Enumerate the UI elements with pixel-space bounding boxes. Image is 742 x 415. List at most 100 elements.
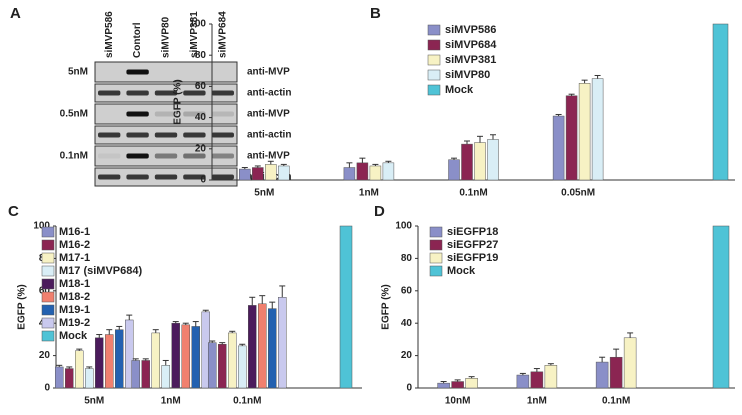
error-bar [533, 368, 540, 372]
error-bar [202, 309, 209, 312]
y-tick-label: 60 [401, 285, 413, 296]
y-tick-label: 0 [200, 175, 206, 186]
error-bar [280, 163, 287, 166]
error-bar [254, 165, 261, 168]
error-bar [239, 343, 246, 346]
error-bar [346, 162, 353, 168]
legend-swatch [41, 239, 55, 251]
error-bar [477, 135, 483, 143]
bar [623, 337, 637, 389]
bar [487, 139, 499, 181]
error-bar [142, 358, 149, 361]
panel-letter: A [10, 5, 21, 22]
y-tick-label: 60 [39, 285, 51, 296]
error-bar [192, 321, 199, 327]
bar [712, 225, 730, 389]
y-tick-label: 100 [189, 19, 206, 30]
x-tick-label: 0.1nM [459, 188, 487, 199]
legend-swatch [427, 84, 441, 96]
y-tick-label: 20 [39, 350, 51, 361]
legend-label: Mock [447, 265, 476, 277]
blot-band [183, 111, 206, 117]
error-bar [126, 314, 133, 320]
legend-swatch [429, 265, 443, 277]
x-tick-label: 1nM [161, 396, 181, 407]
y-tick-label: 100 [395, 221, 412, 232]
bar [105, 334, 114, 389]
error-bar [96, 334, 103, 338]
blot-band [154, 90, 178, 96]
bar [530, 371, 544, 389]
blot-band [126, 174, 149, 180]
bar [258, 303, 267, 389]
y-tick-label: 100 [33, 221, 50, 232]
bar [595, 361, 609, 389]
legend-label: siMVP684 [445, 39, 497, 51]
y-axis-label: EGFP (%) [173, 79, 184, 124]
error-bar [519, 372, 526, 376]
legend-swatch [429, 239, 443, 251]
lane-label: siMVP586 [104, 11, 115, 58]
error-bar [106, 329, 113, 335]
error-bar [627, 332, 634, 338]
bar [565, 95, 578, 181]
legend-swatch [41, 252, 55, 264]
lane-label: siMVP381 [189, 11, 200, 58]
blot-band [98, 174, 121, 180]
lane-label: Contorl [132, 22, 143, 58]
legend-label: siEGFP27 [447, 239, 498, 251]
error-bar [267, 160, 274, 165]
legend-label: M17-1 [59, 252, 90, 264]
error-bar [269, 301, 276, 309]
legend-swatch [427, 24, 441, 36]
error-bar [568, 93, 575, 96]
antibody-label: anti-MVP [247, 67, 290, 78]
bar [115, 329, 124, 389]
y-axis-label: EGFP (%) [17, 284, 28, 329]
blot-band [154, 174, 178, 180]
bar [161, 365, 170, 389]
bar [151, 332, 160, 389]
error-bar [219, 342, 226, 345]
bar [712, 23, 729, 181]
error-bar [259, 295, 266, 304]
legend-label: M19-1 [59, 304, 90, 316]
blot-band [98, 90, 121, 96]
blot-strip [94, 103, 238, 125]
bar [343, 167, 356, 181]
error-bar [152, 329, 159, 333]
bar [238, 345, 247, 389]
blot-band [98, 132, 121, 138]
legend-label: siEGFP19 [447, 252, 498, 264]
legend-swatch [429, 252, 443, 264]
error-bar [229, 330, 236, 333]
antibody-label: anti-MVP [247, 151, 290, 162]
error-bar [209, 340, 216, 343]
blot-band [211, 111, 234, 117]
bar [609, 356, 623, 389]
blot-band [211, 90, 234, 96]
y-tick-label: 20 [195, 143, 207, 154]
bar [85, 368, 94, 389]
legend-label: Mock [445, 84, 474, 96]
error-bar [66, 366, 73, 369]
row-label: 5nM [68, 67, 88, 78]
legend-swatch [41, 304, 55, 316]
lane-label: siMVP80 [161, 16, 172, 58]
legend-swatch [429, 226, 443, 238]
bar [171, 322, 180, 389]
bar [75, 350, 84, 389]
bar [451, 381, 464, 389]
y-tick-label: 80 [195, 50, 207, 61]
bar [552, 115, 565, 181]
legend-swatch [41, 330, 55, 342]
legend-label: M17 (siMVP684) [59, 265, 142, 277]
bar [544, 365, 558, 389]
blot-band [126, 132, 149, 138]
antibody-label: anti-actin [247, 130, 291, 141]
error-bar [116, 325, 123, 330]
y-tick-label: 40 [401, 318, 413, 329]
bar [131, 360, 140, 389]
error-bar [464, 140, 470, 145]
bar [578, 83, 591, 181]
